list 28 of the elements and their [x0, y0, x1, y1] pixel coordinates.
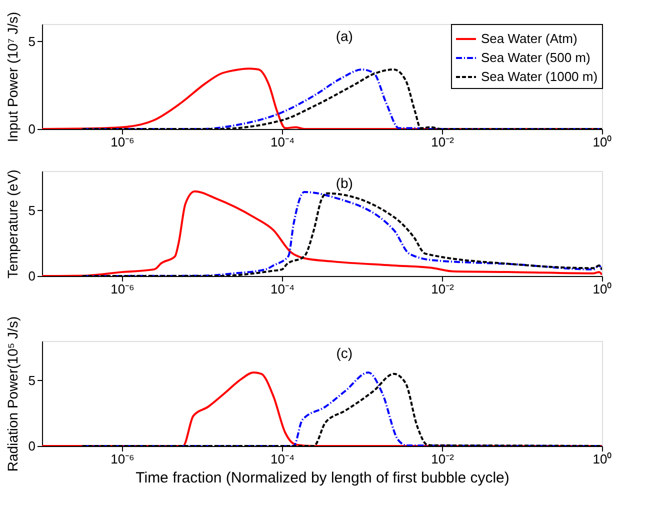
- y-axis-title: Radiation Power(10⁵ J/s): [4, 316, 20, 472]
- x-tick-label: 10⁻²: [431, 134, 455, 150]
- annotation: (a): [336, 28, 353, 44]
- y-axis-title: Temperature (eV): [4, 170, 20, 278]
- y-tick-label: 0: [28, 268, 36, 284]
- y-axis-title: Input Power (10⁷ J/s): [4, 12, 20, 142]
- y-tick-label: 5: [28, 34, 36, 49]
- x-tick-label: 10⁰: [592, 134, 612, 150]
- annotation: (b): [336, 175, 353, 191]
- legend-label: Sea Water (1000 m): [481, 69, 598, 84]
- legend-label: Sea Water (500 m): [481, 50, 590, 65]
- y-tick-label: 0: [28, 122, 36, 136]
- x-tick-label: 10⁰: [592, 282, 612, 296]
- y-tick-label: 0: [28, 438, 36, 454]
- legend-label: Sea Water (Atm): [481, 31, 578, 46]
- x-tick-label: 10⁻⁴: [270, 134, 295, 150]
- annotation: (c): [336, 345, 353, 361]
- x-axis-title: Time fraction (Normalized by length of first bubble cycle): [136, 470, 510, 486]
- x-tick-label: 10⁻⁴: [270, 282, 295, 296]
- y-tick-label: 5: [28, 202, 36, 218]
- x-tick-label: 10⁻⁶: [110, 282, 134, 296]
- x-tick-label: 10⁻²: [431, 452, 455, 466]
- x-tick-label: 10⁻⁶: [110, 134, 134, 150]
- x-tick-label: 10⁰: [592, 452, 612, 466]
- x-tick-label: 10⁻⁴: [270, 452, 295, 466]
- y-tick-label: 5: [28, 372, 36, 388]
- x-tick-label: 10⁻²: [431, 282, 455, 296]
- x-tick-label: 10⁻⁶: [110, 452, 134, 466]
